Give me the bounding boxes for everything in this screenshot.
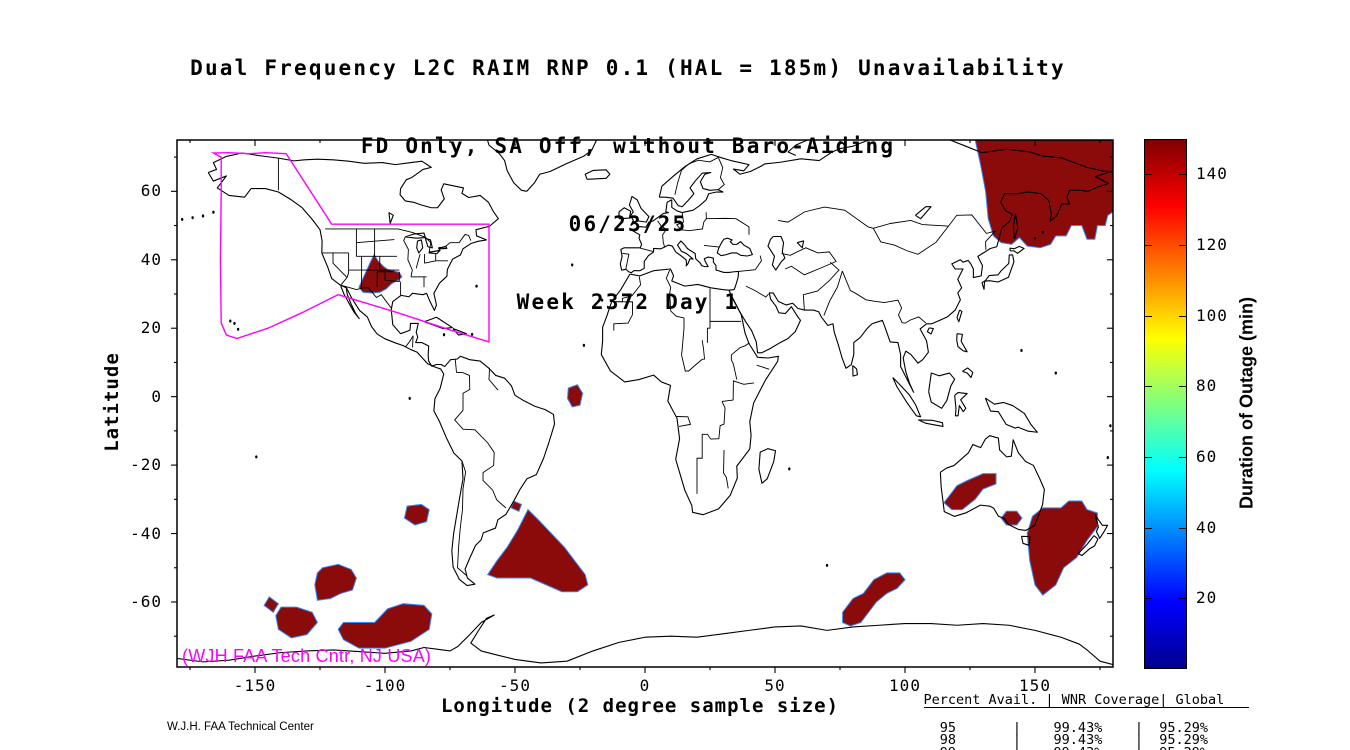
outage-region-south-atlantic-spot	[511, 501, 521, 511]
colorbar-label: Duration of Outage (min)	[1236, 297, 1257, 509]
waas-annotation-text: (WJH FAA Tech Cntr, NJ USA)	[182, 646, 432, 666]
y-tick-label--20: -20	[130, 455, 162, 475]
y-tick-label-0: 0	[151, 386, 162, 406]
title-line-4: Week 2372 Day 1	[516, 290, 740, 314]
y-tick-label--40: -40	[130, 523, 162, 543]
stats-table-header: Percent Avail. | WNR Coverage| Global	[923, 691, 1249, 708]
x-tick-label-50: 50	[764, 676, 786, 695]
colorbar-tick-40-right	[1179, 527, 1186, 529]
plot-title: Dual Frequency L2C RAIM RNP 0.1 (HAL = 1…	[0, 3, 1256, 367]
x-tick-label--50: -50	[499, 676, 531, 695]
availability-stats-table: Percent Avail. | WNR Coverage| Global 95…	[891, 681, 1249, 750]
title-line-1: Dual Frequency L2C RAIM RNP 0.1 (HAL = 1…	[190, 56, 1066, 80]
y-axis-label: Latitude	[101, 352, 123, 452]
y-tick-label-60: 60	[140, 181, 162, 201]
outage-region-south-pacific-west-blob	[276, 607, 318, 638]
footer-line-1: W.J.H. FAA Technical Center	[167, 721, 314, 733]
colorbar-tick-140-left	[1145, 174, 1152, 176]
colorbar-tick-label-40: 40	[1196, 517, 1218, 537]
colorbar-tick-100-right	[1179, 315, 1186, 317]
colorbar-tick-60-right	[1179, 457, 1186, 458]
colorbar-tick-80-left	[1145, 386, 1152, 388]
stats-table-rows: 95 | 99.43% | 95.29% 98 | 99.43% | 95.29…	[891, 719, 1249, 750]
colorbar-tick-120-left	[1145, 245, 1152, 246]
colorbar-tick-20-right	[1179, 598, 1186, 600]
y-tick-label--60: -60	[130, 591, 162, 611]
waas-coverage-boundary	[213, 153, 489, 342]
title-line-3: 06/23/25	[568, 212, 688, 236]
x-tick-label--150: -150	[233, 676, 277, 695]
colorbar-tick-40-left	[1145, 527, 1152, 529]
outage-region-south-indian-ocean	[843, 573, 905, 626]
outage-region-south-atlantic	[488, 510, 588, 592]
outage-region-south-pacific-diamond	[264, 597, 278, 612]
colorbar	[1144, 139, 1187, 669]
y-tick-label-40: 40	[140, 249, 162, 269]
outage-region-south-pacific-band	[338, 604, 432, 648]
colorbar-tick-label-140: 140	[1196, 164, 1228, 184]
colorbar-tick-20-left	[1145, 598, 1152, 600]
colorbar-tick-label-100: 100	[1196, 305, 1228, 325]
title-line-2: FD Only, SA Off, without Baro-Aiding	[360, 134, 896, 158]
colorbar-tick-100-left	[1145, 315, 1152, 317]
x-tick-label-100: 100	[889, 676, 921, 695]
stats-row-99: 99 | 99.43% | 95.29%	[891, 746, 1249, 750]
colorbar-tick-120-right	[1179, 245, 1186, 246]
outage-region-west-australia	[944, 474, 996, 510]
x-tick-label-0: 0	[639, 676, 651, 695]
x-tick-label--100: -100	[363, 676, 407, 695]
y-tick-label-20: 20	[140, 318, 162, 338]
outage-region-us-southern-plains	[359, 255, 402, 293]
outage-region-tasman-new-zealand	[1027, 501, 1097, 595]
outage-region-equatorial-atlantic	[568, 385, 583, 407]
colorbar-tick-label-80: 80	[1196, 376, 1218, 396]
stats-row-95: 95 | 99.43% | 95.29%	[891, 719, 1233, 736]
x-tick-label-150: 150	[1019, 676, 1051, 695]
colorbar-tick-label-20: 20	[1196, 588, 1218, 608]
stats-row-98: 98 | 99.43% | 95.29%	[891, 732, 1233, 748]
colorbar-tick-label-60: 60	[1196, 447, 1218, 466]
map-svg	[177, 140, 1113, 667]
colorbar-tick-80-right	[1179, 386, 1186, 388]
map-frame	[177, 140, 1113, 667]
outage-region-south-pacific-mid	[315, 564, 357, 600]
x-axis-label: Longitude (2 degree sample size)	[440, 695, 840, 717]
outage-region-southeast-pacific-spot	[405, 504, 430, 525]
colorbar-tick-label-120: 120	[1196, 235, 1228, 254]
colorbar-tick-140-right	[1179, 174, 1186, 176]
footer-credits: W.J.H. FAA Technical Center WAAS Test Te…	[167, 687, 314, 750]
world-map-plot	[177, 140, 1113, 667]
colorbar-tick-60-left	[1145, 457, 1152, 458]
